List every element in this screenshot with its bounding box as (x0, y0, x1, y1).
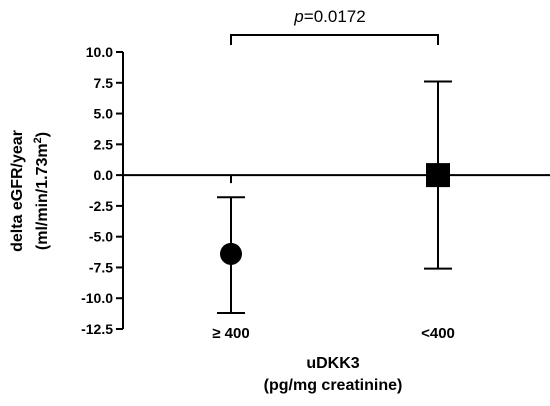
bracket-line (230, 34, 439, 45)
y-tick-label: 10.0 (86, 44, 113, 60)
y-tick-label: 5.0 (94, 106, 114, 122)
y-axis-title-line2: (ml/min/1.73m2) (32, 132, 51, 250)
y-tick-label: -7.5 (89, 259, 113, 275)
x-axis-title-line1: uDKK3 (306, 355, 359, 372)
x-axis-title-line2: (pg/mg creatinine) (264, 377, 403, 394)
y-tick-label: -5.0 (89, 229, 113, 245)
y-tick-label: -10.0 (81, 290, 113, 306)
y-tick-label: 2.5 (94, 136, 114, 152)
y-tick-label: 7.5 (94, 75, 114, 91)
data-points (217, 80, 452, 314)
mean-marker-square (426, 163, 450, 188)
significance-bracket (230, 34, 439, 45)
zero-baseline (123, 174, 550, 184)
y-tick-label: 0.0 (94, 167, 114, 183)
y-axis-title-line1: delta eGFR/year (9, 130, 26, 252)
x-category-label: ≥ 400 (212, 325, 249, 342)
y-axis: 10.0 7.5 5.0 2.5 0.0 -2.5 -5.0 -7.5 -10.0 -12.5 (81, 44, 124, 337)
y-tick-label: -2.5 (89, 198, 113, 214)
mean-marker-circle (220, 242, 242, 265)
category-labels: ≥ 400 <400 (212, 325, 455, 342)
x-category-label: <400 (421, 325, 455, 342)
p-value-label: p=0.0172 (293, 7, 365, 26)
y-tick-label: -12.5 (81, 321, 113, 337)
